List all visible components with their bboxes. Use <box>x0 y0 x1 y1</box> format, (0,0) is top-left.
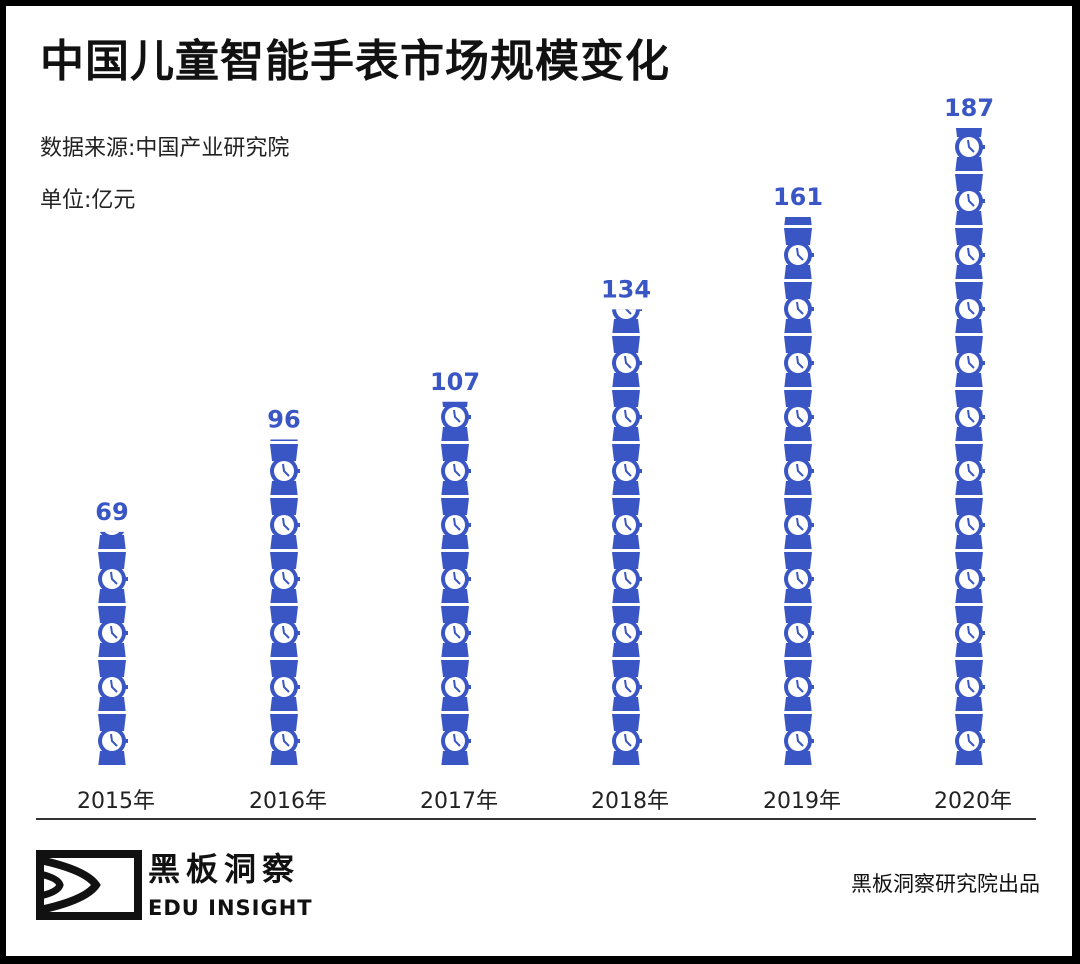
watch-icon <box>954 457 985 515</box>
bar-column: 107 2017年 <box>420 368 498 814</box>
bar-column: 134 2018年 <box>591 275 669 814</box>
logo: 黑板洞察 EDU INSIGHT <box>36 850 336 926</box>
watch-icon <box>783 457 814 515</box>
bar-2018年 <box>611 309 642 768</box>
watch-icon <box>954 187 985 245</box>
watch-icon <box>954 619 985 677</box>
value-label: 187 <box>944 94 994 122</box>
watch-icon <box>954 511 985 569</box>
watch-icon <box>269 619 300 677</box>
watch-icon <box>783 727 814 769</box>
watch-icon <box>269 673 300 731</box>
watch-icon <box>611 565 642 623</box>
watch-icon <box>440 511 471 569</box>
watch-icon <box>442 401 468 407</box>
category-label: 2019年 <box>763 789 841 814</box>
watch-icon <box>954 403 985 461</box>
eye-logo-icon <box>36 850 142 920</box>
watch-icon <box>97 619 128 677</box>
watch-icon <box>97 727 128 768</box>
watch-icon <box>269 439 299 461</box>
watch-icon <box>97 673 128 731</box>
watch-icon <box>954 727 985 768</box>
bar-column: 96 2016年 <box>249 405 327 814</box>
chart-frame <box>6 6 1072 956</box>
watch-icon <box>97 531 127 569</box>
watch-icon <box>440 619 471 677</box>
bar-column: 187 2020年 <box>934 94 1012 814</box>
category-label: 2015年 <box>77 789 155 814</box>
watch-icon <box>783 216 813 245</box>
watch-icon <box>783 295 814 353</box>
bar-2019年 <box>783 216 814 769</box>
watch-icon <box>440 727 471 769</box>
value-label: 161 <box>773 183 823 211</box>
watch-icon <box>440 673 471 731</box>
watch-icon <box>955 128 983 137</box>
category-label: 2018年 <box>591 789 669 814</box>
bar-column: 161 2019年 <box>763 183 841 814</box>
watch-icon <box>611 349 642 407</box>
watch-icon <box>954 133 985 191</box>
watch-icon <box>440 403 471 461</box>
watch-icon <box>783 349 814 407</box>
watch-icon <box>611 457 642 515</box>
value-label: 69 <box>95 498 128 526</box>
source-note: 数据来源:中国产业研究院 <box>40 136 290 161</box>
watch-icon <box>954 241 985 299</box>
bar-column: 69 2015年 <box>77 498 155 814</box>
category-label: 2016年 <box>249 789 327 814</box>
watch-icon <box>954 565 985 623</box>
watch-icon <box>611 619 642 677</box>
watch-icon <box>783 565 814 623</box>
value-label: 96 <box>267 405 300 433</box>
watch-icon <box>611 511 642 569</box>
watch-icon <box>783 673 814 731</box>
watch-icon <box>611 727 642 768</box>
watch-icon <box>97 565 128 623</box>
credit-text: 黑板洞察研究院出品 <box>851 872 1040 896</box>
logo-text-en: EDU INSIGHT <box>148 896 313 920</box>
bar-2016年 <box>269 439 300 769</box>
watch-icon <box>269 727 300 769</box>
watch-icon <box>440 565 471 623</box>
watch-icon <box>611 673 642 731</box>
watch-icon <box>783 511 814 569</box>
watch-icon <box>783 619 814 677</box>
watch-icon <box>954 295 985 353</box>
watch-icon <box>954 349 985 407</box>
watch-icon <box>954 673 985 731</box>
bar-2015年 <box>97 531 128 768</box>
value-label: 107 <box>430 368 480 396</box>
category-label: 2017年 <box>420 789 498 814</box>
watch-icon <box>611 403 642 461</box>
watch-icon <box>611 309 642 353</box>
watch-icon <box>269 565 300 623</box>
watch-icon <box>440 457 471 515</box>
bar-2017年 <box>440 401 471 769</box>
watch-icon <box>783 403 814 461</box>
logo-text-cn: 黑板洞察 <box>148 850 301 888</box>
chart-title: 中国儿童智能手表市场规模变化 <box>40 36 670 87</box>
unit-note: 单位:亿元 <box>40 188 136 213</box>
watch-icon <box>269 511 300 569</box>
watch-icon <box>269 457 300 515</box>
watch-icon <box>783 241 814 299</box>
category-label: 2020年 <box>934 789 1012 814</box>
bar-2020年 <box>954 128 985 768</box>
value-label: 134 <box>601 275 651 303</box>
baseline-rule <box>36 818 1036 820</box>
